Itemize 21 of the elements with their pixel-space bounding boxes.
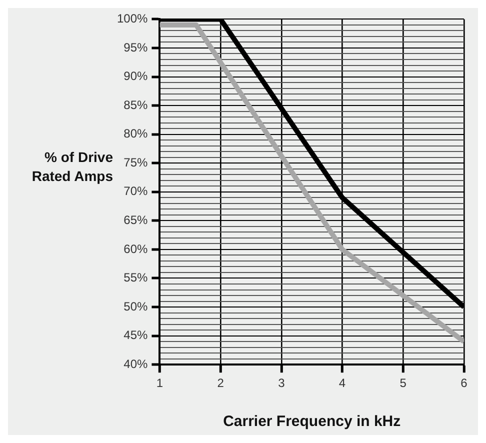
y-tick-label: 95% [124, 40, 148, 54]
y-tick-label: 85% [124, 98, 148, 112]
y-tick-label: 90% [124, 69, 148, 84]
x-tick-label: 6 [460, 376, 468, 390]
x-tick-label: 5 [400, 376, 407, 390]
y-tick-label: 45% [124, 328, 148, 342]
y-tick-label: 65% [124, 212, 148, 227]
x-tick-label: 4 [338, 376, 346, 390]
y-tick-label: 50% [124, 299, 148, 314]
x-tick-label: 2 [217, 376, 224, 390]
y-tick-label: 55% [124, 270, 148, 285]
y-tick-label: 75% [124, 155, 148, 170]
y-tick-label: 40% [124, 356, 148, 371]
y-tick-label: 60% [124, 242, 148, 256]
x-axis-title: Carrier Frequency in kHz [223, 413, 401, 430]
x-tick-label: 3 [278, 376, 286, 390]
y-tick-label: 80% [124, 126, 148, 141]
y-axis-title: % of Drive Rated Amps [30, 148, 113, 186]
x-tick-label: 1 [156, 376, 164, 390]
y-tick-label: 70% [124, 184, 148, 198]
y-tick-label: 100% [116, 12, 148, 26]
